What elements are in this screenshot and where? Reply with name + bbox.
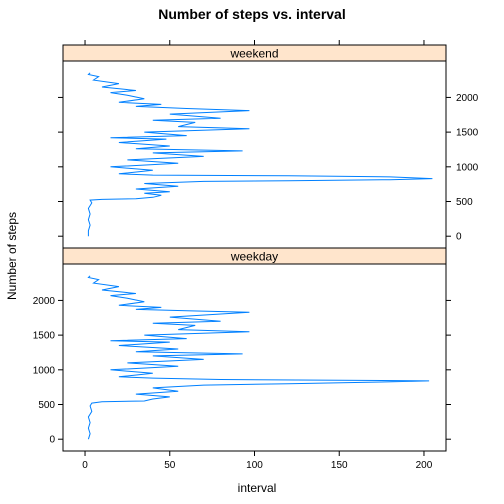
- series-line-weekend: [87, 72, 433, 237]
- chart-title: Number of steps vs. interval: [158, 6, 346, 22]
- panel-frame-weekend: [62, 44, 447, 249]
- y-tick-label: 0: [456, 232, 462, 243]
- x-tick-label: 0: [82, 460, 88, 471]
- y-axis-label: Number of steps: [5, 212, 19, 300]
- y-tick-label: 1500: [456, 128, 479, 139]
- y-tick-label: 2000: [456, 93, 479, 104]
- x-tick-label: 50: [164, 460, 176, 471]
- y-tick-label: 500: [38, 400, 55, 411]
- strip-weekday: [63, 248, 446, 264]
- y-tick-label: 1000: [33, 365, 56, 376]
- strip-label-weekend: weekend: [229, 47, 278, 61]
- x-tick-label: 150: [331, 460, 348, 471]
- panel-frame-weekday: [62, 247, 447, 452]
- x-tick-label: 200: [416, 460, 433, 471]
- y-tick-label: 1500: [33, 331, 56, 342]
- series-line-weekday: [87, 275, 430, 440]
- y-tick-label: 500: [456, 197, 473, 208]
- x-axis-label: interval: [238, 481, 277, 495]
- y-tick-label: 1000: [456, 162, 479, 173]
- x-tick-label: 100: [246, 460, 263, 471]
- strip-label-weekday: weekday: [230, 250, 278, 264]
- y-tick-label: 2000: [33, 296, 56, 307]
- strip-weekend: [63, 45, 446, 61]
- panels-group: weekend0500100015002000weekday0500100015…: [33, 40, 479, 471]
- y-tick-label: 0: [49, 435, 55, 446]
